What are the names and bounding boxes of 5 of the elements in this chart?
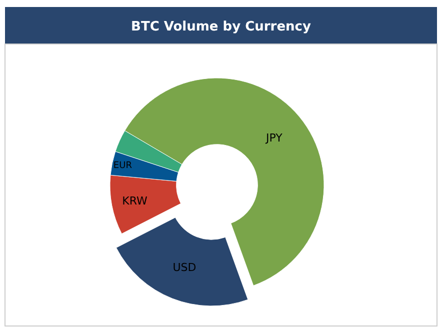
slice-label: EUR — [113, 161, 132, 172]
slice-label: USD — [172, 261, 196, 274]
chart-title: BTC Volume by Currency — [131, 20, 312, 35]
slice-label: JPY — [264, 131, 283, 144]
slice-label: KRW — [122, 194, 148, 208]
